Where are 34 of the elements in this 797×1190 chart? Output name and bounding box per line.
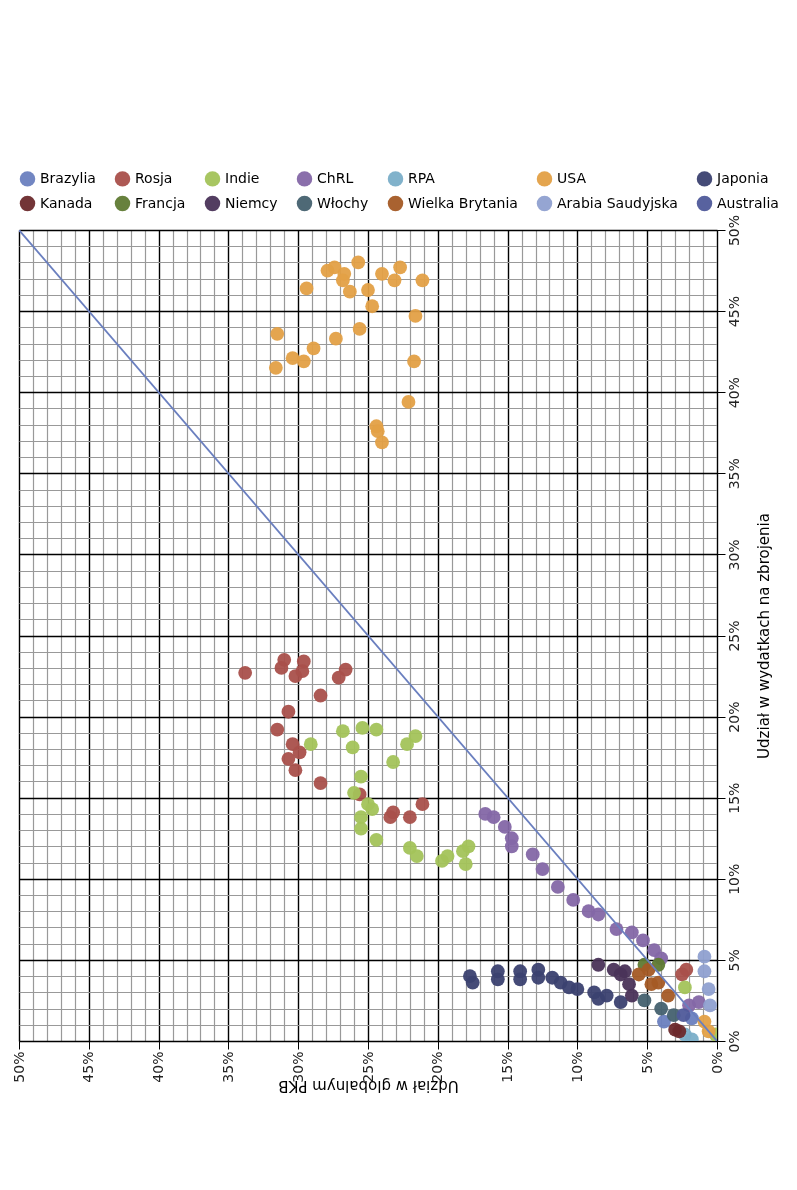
x-tick-label: 15%: [499, 1051, 516, 1083]
y-tick-label: 40%: [725, 377, 742, 409]
legend-label: Wielka Brytania: [408, 194, 518, 211]
legend-label: USA: [557, 169, 587, 186]
y-tick-label: 25%: [725, 620, 742, 652]
y-tick-label: 45%: [725, 296, 742, 328]
legend-label: RPA: [408, 169, 436, 186]
legend-label: Włochy: [317, 194, 369, 211]
legend-label: Indie: [225, 169, 260, 186]
legend-label: Francja: [135, 194, 186, 211]
y-tick-label: 0%: [725, 1030, 742, 1053]
y-tick-label: 10%: [725, 863, 742, 895]
x-tick-label: 50%: [10, 1051, 27, 1083]
x-tick-label: 40%: [150, 1051, 167, 1083]
x-tick-label: 5%: [638, 1051, 655, 1074]
legend-label: ChRL: [317, 169, 354, 186]
legend-label: Kanada: [40, 194, 93, 211]
x-tick-label: 45%: [80, 1051, 97, 1083]
y-tick-label: 30%: [725, 539, 742, 571]
legend-label: Australia: [717, 194, 779, 211]
x-tick-label: 35%: [219, 1051, 236, 1083]
y-tick-label: 20%: [725, 701, 742, 733]
legend-label: Rosja: [135, 169, 173, 186]
y-tick-label: 35%: [725, 458, 742, 490]
x-tick-label: 0%: [708, 1051, 725, 1074]
y-tick-label: 50%: [725, 214, 742, 247]
legend-label: Niemcy: [225, 194, 278, 211]
legend-label: Arabia Saudyjska: [557, 194, 678, 211]
y-tick-label: 15%: [725, 782, 742, 814]
legend-label: Japonia: [716, 169, 769, 186]
y-axis-title: Udział w wydatkach na zbrojenia: [754, 513, 773, 759]
legend-label: Brazylia: [40, 169, 96, 186]
x-tick-label: 10%: [568, 1051, 585, 1083]
y-tick-label: 5%: [725, 949, 742, 972]
